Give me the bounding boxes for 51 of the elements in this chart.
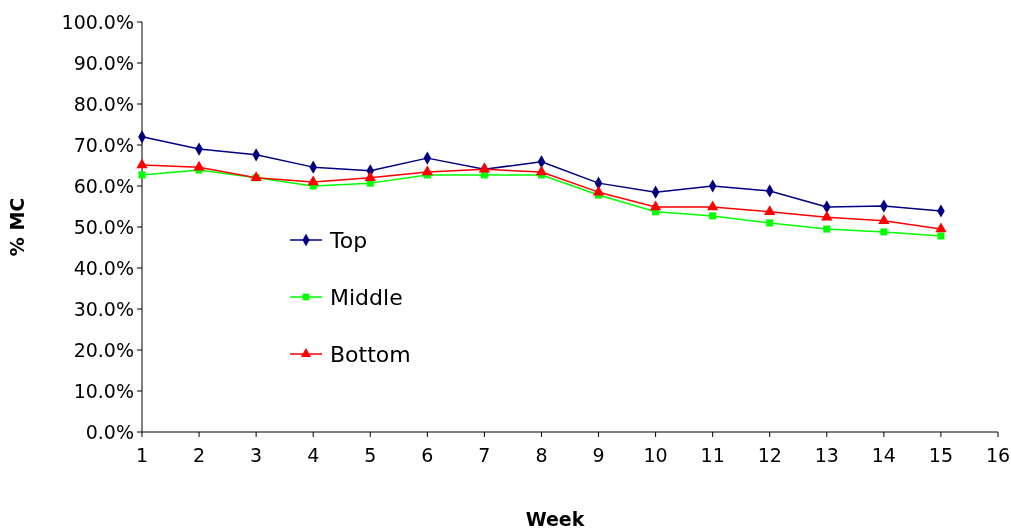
point <box>649 200 662 211</box>
x-tick-label: 12 <box>757 444 782 466</box>
x-tick-label: 13 <box>814 444 839 466</box>
point <box>307 175 319 186</box>
y-tick-label: 100.0% <box>61 10 134 33</box>
y-tick-label: 80.0% <box>73 92 134 115</box>
x-tick-label: 16 <box>985 444 1011 466</box>
legend-label: Middle <box>330 284 403 310</box>
point <box>138 171 146 179</box>
x-tick-label: 4 <box>307 444 320 466</box>
point <box>821 210 833 221</box>
point <box>823 225 831 233</box>
point <box>136 158 148 169</box>
y-tick-label: 70.0% <box>73 133 134 156</box>
x-tick-label: 2 <box>193 444 206 466</box>
x-tick-label: 1 <box>135 444 149 466</box>
x-tick-label: 8 <box>535 444 548 466</box>
y-tick-label: 90.0% <box>73 51 134 74</box>
x-tick-label: 9 <box>592 444 605 466</box>
legend-label: Bottom <box>330 341 411 367</box>
point <box>193 160 205 171</box>
x-tick-label: 15 <box>928 444 954 466</box>
point <box>709 212 717 220</box>
y-axis-title: % MC <box>6 197 28 257</box>
x-tick-label: 6 <box>421 444 434 466</box>
point <box>421 165 433 176</box>
point <box>707 200 719 211</box>
x-tick-label: 3 <box>250 444 263 466</box>
x-tick-label: 11 <box>700 444 725 466</box>
y-tick-label: 30.0% <box>73 297 134 320</box>
x-axis-title: Week <box>525 508 585 530</box>
y-tick-label: 0.0% <box>85 420 134 443</box>
point <box>937 232 945 240</box>
y-tick-label: 10.0% <box>73 379 134 402</box>
point <box>880 228 888 236</box>
point <box>764 205 776 216</box>
y-tick-label: 60.0% <box>73 174 134 197</box>
point <box>766 219 774 227</box>
y-tick-label: 50.0% <box>73 215 134 238</box>
x-tick-label: 5 <box>364 444 377 466</box>
point <box>878 214 890 225</box>
point <box>364 171 376 182</box>
point <box>592 185 605 196</box>
x-tick-label: 7 <box>478 444 491 466</box>
x-tick-label: 14 <box>871 444 896 466</box>
x-tick-label: 10 <box>643 444 668 466</box>
y-tick-label: 40.0% <box>73 256 134 279</box>
point <box>935 222 947 233</box>
y-tick-label: 20.0% <box>73 338 134 361</box>
legend-label: Top <box>329 227 368 253</box>
point <box>535 165 548 176</box>
